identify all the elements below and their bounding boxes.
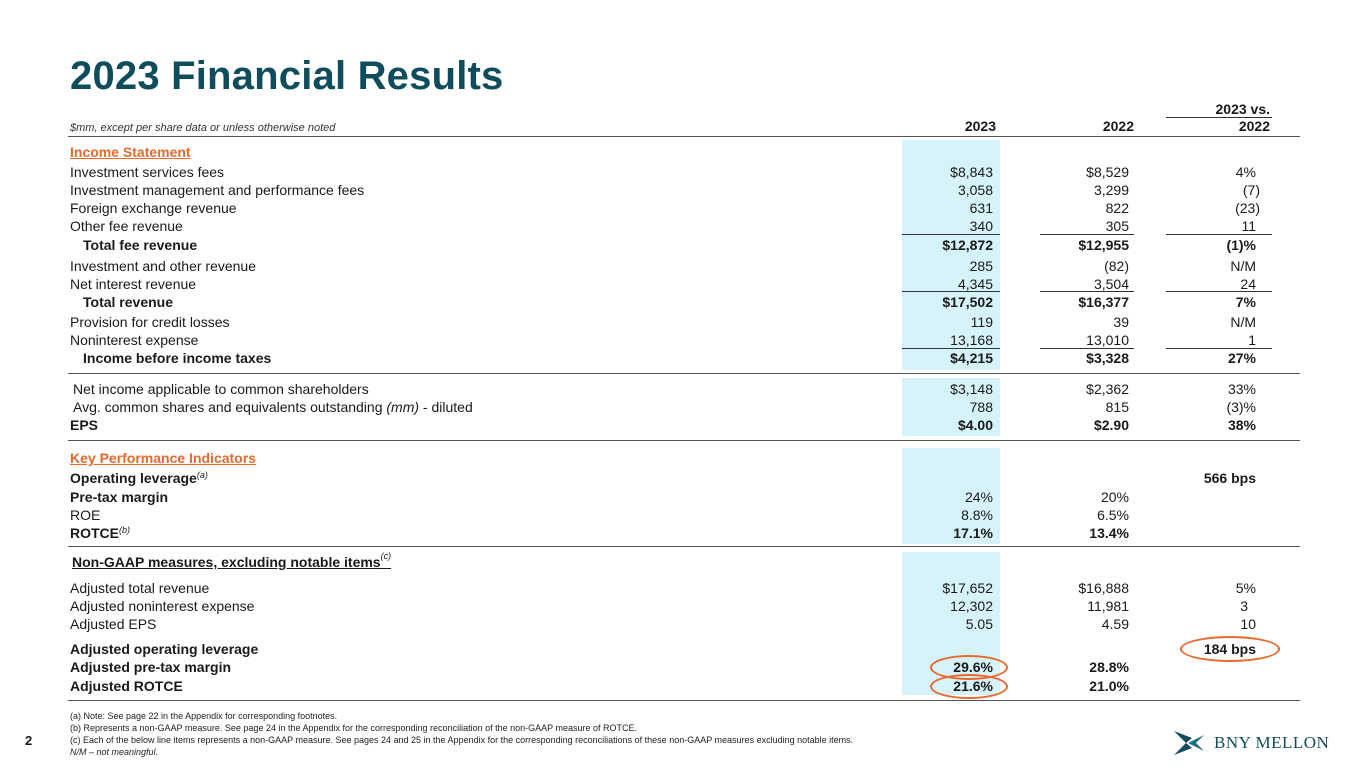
table-row: Adjusted EPS 5.05 4.59 10 <box>70 616 1256 632</box>
subtotal-rule-2023 <box>902 348 1000 349</box>
section-divider <box>68 440 1300 441</box>
section-divider <box>68 373 1300 374</box>
footnote-a: (a) Note: See page 22 in the Appendix fo… <box>70 711 338 721</box>
header-divider <box>68 136 1300 137</box>
table-row: Adjusted operating leverage 184 bps <box>70 641 1256 657</box>
units-note: $mm, except per share data or unless oth… <box>70 122 336 134</box>
highlight-ellipse-184bps <box>1180 636 1280 662</box>
table-row: Adjusted ROTCE 21.6% 21.0% <box>70 678 1129 694</box>
table-row: Investment management and performance fe… <box>70 182 1260 198</box>
logo-text: BNY MELLON <box>1214 733 1330 752</box>
section-kpi: Key Performance Indicators <box>70 450 256 466</box>
table-row: Adjusted noninterest expense 12,302 11,9… <box>70 598 1248 614</box>
table-row: Provision for credit losses 119 39 N/M <box>70 314 1256 330</box>
subtotal-rule-2022 <box>1040 291 1134 292</box>
table-row: Noninterest expense 13,168 13,010 1 <box>70 332 1256 348</box>
highlight-ellipse-21-6 <box>930 674 1008 699</box>
footnote-nm: N/M – not meaningful. <box>70 747 159 757</box>
header-2023: 2023 <box>964 118 996 134</box>
col-2023-highlight-1 <box>902 140 1000 370</box>
table-row: ROTCE(b) 17.1% 13.4% <box>70 525 1129 541</box>
table-row: Adjusted pre-tax margin 29.6% 28.8% <box>70 659 1129 675</box>
col-2023-highlight-3 <box>902 448 1000 544</box>
subtotal-rule-2022 <box>1040 348 1134 349</box>
table-row: Operating leverage(a) 566 bps <box>70 470 1256 486</box>
table-row: Investment services fees $8,843 $8,529 4… <box>70 164 1256 180</box>
table-row: Investment and other revenue 285 (82) N/… <box>70 258 1256 274</box>
section-non-gaap: Non-GAAP measures, excluding notable ite… <box>72 551 392 570</box>
footnote-b: (b) Represents a non-GAAP measure. See p… <box>70 723 637 733</box>
table-row: Other fee revenue 340 305 11 <box>70 218 1256 234</box>
table-row: Net income applicable to common sharehol… <box>73 381 1256 397</box>
table-row-eps: EPS $4.00 $2.90 38% <box>70 417 1256 433</box>
table-row: Foreign exchange revenue 631 822 (23) <box>70 200 1260 216</box>
table-row: ROE 8.8% 6.5% <box>70 507 1129 523</box>
bny-mellon-emblem-icon <box>1174 731 1204 755</box>
section-divider <box>68 700 1300 701</box>
header-vs-top: 2023 vs. <box>1215 101 1271 117</box>
table-row: Net interest revenue 4,345 3,504 24 <box>70 276 1256 292</box>
footnote-c: (c) Each of the below line items represe… <box>70 735 854 745</box>
header-2022: 2022 <box>1102 118 1134 134</box>
table-row-total-revenue: Total revenue $17,502 $16,377 7% <box>83 294 1256 310</box>
page-number: 2 <box>25 733 33 748</box>
subtotal-rule-2023 <box>902 291 1000 292</box>
header-vs-underline <box>1166 117 1272 118</box>
col-2023-highlight-2 <box>902 378 1000 436</box>
table-row: Avg. common shares and equivalents outst… <box>73 399 1256 415</box>
table-row: Pre-tax margin 24% 20% <box>70 489 1129 505</box>
bny-mellon-logo: BNY MELLON <box>1172 728 1337 758</box>
table-row: Adjusted total revenue $17,652 $16,888 5… <box>70 580 1256 596</box>
subtotal-rule-vs <box>1166 234 1272 235</box>
subtotal-rule-vs <box>1166 348 1272 349</box>
subtotal-rule-vs <box>1166 291 1272 292</box>
subtotal-rule-2022 <box>1040 234 1134 235</box>
section-divider <box>68 546 1300 547</box>
table-row-income-before-taxes: Income before income taxes $4,215 $3,328… <box>83 350 1256 366</box>
table-row-total-fee-revenue: Total fee revenue $12,872 $12,955 (1)% <box>83 237 1256 253</box>
header-vs-bottom: 2022 <box>1238 118 1270 134</box>
section-income-statement: Income Statement <box>70 144 191 160</box>
subtotal-rule-2023 <box>902 234 1000 235</box>
page-title: 2023 Financial Results <box>70 54 504 98</box>
